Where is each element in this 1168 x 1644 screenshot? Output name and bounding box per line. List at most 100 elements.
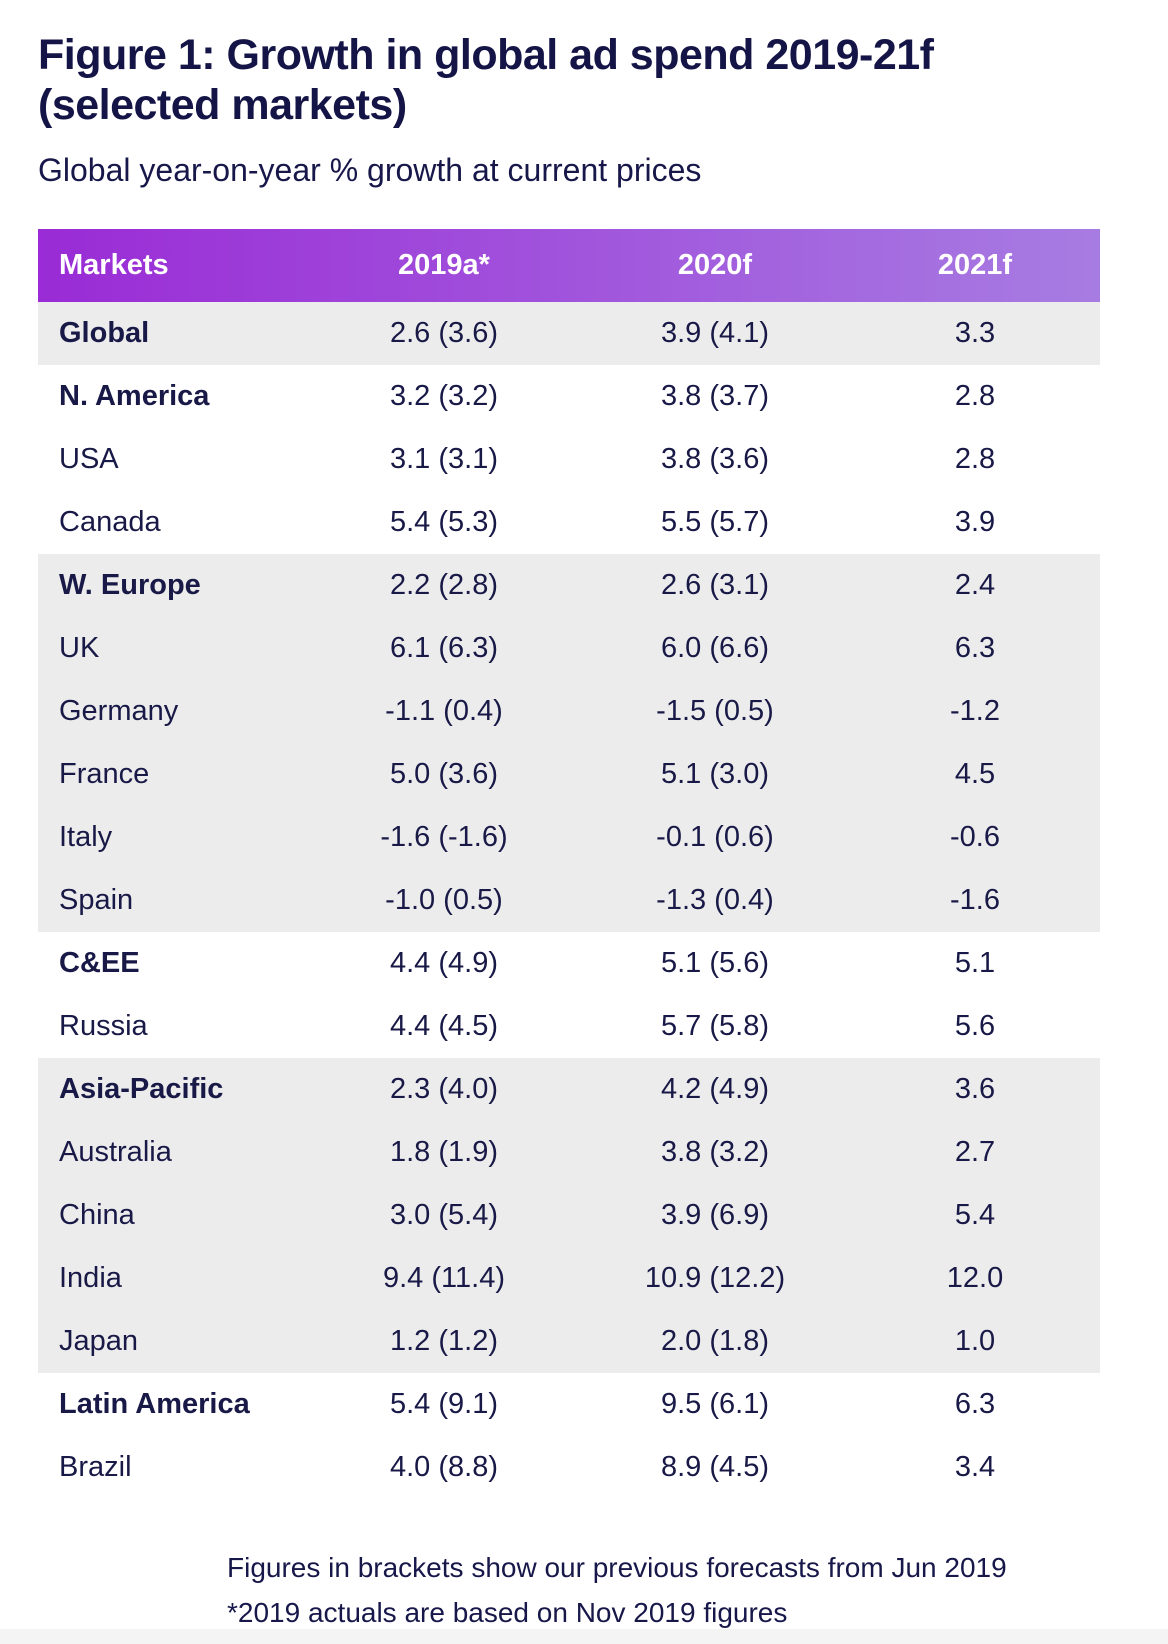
footnote-brackets: Figures in brackets show our previous fo… (227, 1551, 1007, 1583)
cell-2019a: 2.2 (2.8) (390, 568, 498, 601)
cell-2021f: 5.6 (954, 1009, 996, 1042)
figure-title-line1: Figure 1: Growth in global ad spend 2019… (38, 31, 934, 79)
cell-2019a: 3.2 (3.2) (390, 379, 498, 412)
cell-2021f: 1.0 (954, 1324, 996, 1357)
cell-2020f: 3.9 (4.1) (661, 316, 769, 349)
market-cell: USA (59, 442, 119, 475)
cell-2020f: 2.0 (1.8) (661, 1324, 769, 1357)
cell-2021f: 5.4 (954, 1198, 996, 1231)
column-header-2019a: 2019a* (398, 248, 490, 281)
table-row: Canada 5.4 (5.3) 5.5 (5.7) 3.9 (38, 491, 1100, 554)
cell-2021f: 2.8 (954, 442, 996, 475)
cell-2019a: -1.1 (0.4) (385, 694, 503, 727)
cell-2021f: 3.6 (954, 1072, 996, 1105)
cell-2020f: 9.5 (6.1) (661, 1387, 769, 1420)
cell-2019a: -1.6 (-1.6) (380, 820, 508, 853)
table-row: Spain -1.0 (0.5) -1.3 (0.4) -1.6 (38, 868, 1100, 932)
market-cell: Latin America (59, 1387, 250, 1420)
market-cell: Japan (59, 1324, 139, 1357)
table-row: UK 6.1 (6.3) 6.0 (6.6) 6.3 (38, 616, 1100, 680)
cell-2021f: 3.9 (954, 505, 996, 538)
market-cell: Spain (59, 883, 134, 916)
table-row: Italy -1.6 (-1.6) -0.1 (0.6) -0.6 (38, 805, 1100, 869)
cell-2021f: 6.3 (954, 1387, 996, 1420)
table-row: Asia-Pacific 2.3 (4.0) 4.2 (4.9) 3.6 (38, 1057, 1100, 1121)
cell-2021f: -1.6 (950, 883, 1000, 916)
cell-2021f: 2.7 (954, 1135, 996, 1168)
table-row: France 5.0 (3.6) 5.1 (3.0) 4.5 (38, 742, 1100, 806)
figure-title-line2: (selected markets) (38, 81, 407, 130)
cell-2021f: 4.5 (954, 757, 996, 790)
figure-subtitle: Global year-on-year % growth at current … (38, 151, 702, 188)
cell-2020f: 3.8 (3.2) (661, 1135, 769, 1168)
cell-2021f: 12.0 (946, 1261, 1004, 1294)
table-row: C&EE 4.4 (4.9) 5.1 (5.6) 5.1 (38, 932, 1100, 995)
cell-2019a: 4.4 (4.5) (390, 1009, 498, 1042)
page-bottom-strip (0, 1629, 1168, 1644)
market-cell: W. Europe (59, 568, 201, 601)
cell-2021f: -0.6 (950, 820, 1000, 853)
market-cell: UK (59, 631, 100, 664)
cell-2019a: 1.8 (1.9) (390, 1135, 498, 1168)
footnotes: Figures in brackets show our previous fo… (227, 1545, 1108, 1636)
cell-2019a: 4.4 (4.9) (390, 946, 498, 979)
cell-2020f: 3.8 (3.7) (661, 379, 769, 412)
market-cell: Canada (59, 505, 161, 538)
column-header-2021f: 2021f (937, 248, 1013, 281)
cell-2021f: 3.4 (954, 1450, 996, 1483)
table-row: Brazil 4.0 (8.8) 8.9 (4.5) 3.4 (38, 1436, 1100, 1499)
cell-2019a: -1.0 (0.5) (385, 883, 503, 916)
cell-2020f: 5.1 (5.6) (661, 946, 769, 979)
cell-2020f: 5.5 (5.7) (661, 505, 769, 538)
cell-2019a: 5.4 (9.1) (390, 1387, 498, 1420)
cell-2020f: 2.6 (3.1) (661, 568, 769, 601)
cell-2021f: -1.2 (950, 694, 1000, 727)
footnote-actuals: *2019 actuals are based on Nov 2019 figu… (227, 1596, 788, 1628)
ad-spend-table: Markets 2019a* 2020f 2021f Global 2.6 (3… (38, 228, 1100, 1499)
cell-2021f: 3.3 (954, 316, 996, 349)
table-row: N. America 3.2 (3.2) 3.8 (3.7) 2.8 (38, 365, 1100, 428)
cell-2020f: 3.8 (3.6) (661, 442, 769, 475)
table-row: India 9.4 (11.4) 10.9 (12.2) 12.0 (38, 1246, 1100, 1310)
market-cell: China (59, 1198, 135, 1231)
cell-2020f: 10.9 (12.2) (644, 1261, 786, 1294)
table-row: W. Europe 2.2 (2.8) 2.6 (3.1) 2.4 (38, 553, 1100, 617)
cell-2019a: 2.3 (4.0) (390, 1072, 498, 1105)
cell-2021f: 5.1 (954, 946, 996, 979)
cell-2020f: -1.5 (0.5) (656, 694, 774, 727)
table-header-row: Markets 2019a* 2020f 2021f (38, 228, 1100, 302)
table-row: Global 2.6 (3.6) 3.9 (4.1) 3.3 (38, 301, 1100, 365)
cell-2019a: 2.6 (3.6) (390, 316, 498, 349)
market-cell: Russia (59, 1009, 148, 1042)
market-cell: C&EE (59, 946, 140, 979)
cell-2021f: 2.8 (954, 379, 996, 412)
table-row: USA 3.1 (3.1) 3.8 (3.6) 2.8 (38, 428, 1100, 491)
table-body: Global 2.6 (3.6) 3.9 (4.1) 3.3 N. Americ… (38, 301, 1100, 1499)
cell-2019a: 1.2 (1.2) (390, 1324, 498, 1357)
market-cell: Australia (59, 1135, 172, 1168)
table-row: Russia 4.4 (4.5) 5.7 (5.8) 5.6 (38, 995, 1100, 1058)
cell-2020f: -1.3 (0.4) (656, 883, 774, 916)
cell-2020f: 3.9 (6.9) (661, 1198, 769, 1231)
cell-2019a: 5.0 (3.6) (390, 757, 498, 790)
cell-2020f: -0.1 (0.6) (656, 820, 774, 853)
cell-2020f: 8.9 (4.5) (661, 1450, 769, 1483)
cell-2019a: 4.0 (8.8) (390, 1450, 498, 1483)
cell-2020f: 6.0 (6.6) (661, 631, 769, 664)
column-header-2020f: 2020f (677, 248, 753, 281)
cell-2019a: 9.4 (11.4) (383, 1261, 505, 1294)
table-row: Latin America 5.4 (9.1) 9.5 (6.1) 6.3 (38, 1373, 1100, 1436)
cell-2020f: 5.7 (5.8) (661, 1009, 769, 1042)
cell-2021f: 6.3 (954, 631, 996, 664)
market-cell: Asia-Pacific (59, 1072, 224, 1105)
table-row: Japan 1.2 (1.2) 2.0 (1.8) 1.0 (38, 1309, 1100, 1373)
cell-2019a: 6.1 (6.3) (390, 631, 498, 664)
market-cell: N. America (59, 379, 210, 412)
cell-2020f: 4.2 (4.9) (661, 1072, 769, 1105)
market-cell: France (59, 757, 150, 790)
cell-2020f: 5.1 (3.0) (661, 757, 769, 790)
market-cell: Global (59, 316, 150, 349)
table-row: Germany -1.1 (0.4) -1.5 (0.5) -1.2 (38, 679, 1100, 743)
figure-title: Figure 1: Growth in global ad spend 2019… (38, 30, 1108, 131)
